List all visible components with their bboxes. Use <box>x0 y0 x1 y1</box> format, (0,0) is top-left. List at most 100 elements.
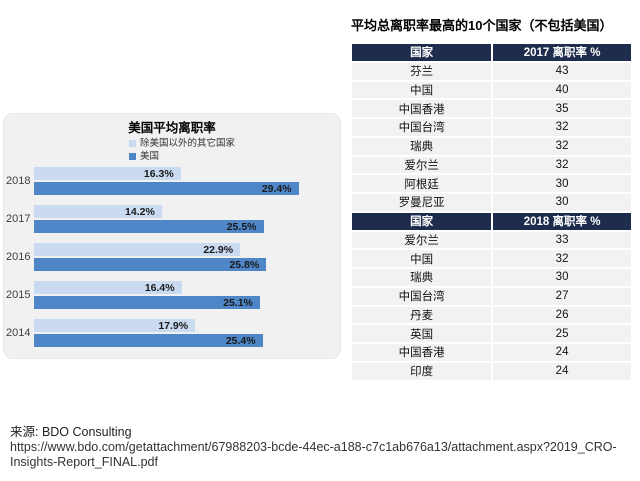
country-cell: 中国台湾 <box>352 119 494 136</box>
chart-year-group: 2016 22.9% 25.8% <box>6 243 340 271</box>
chart-legend: 除美国以外的其它国家 美国 <box>129 137 340 163</box>
rate-cell: 32 <box>555 121 569 134</box>
year-axis-label: 2017 <box>6 213 31 225</box>
country-cell: 中国 <box>352 250 494 267</box>
country-cell: 英国 <box>352 325 494 342</box>
rate-cell: 32 <box>555 158 569 171</box>
rate-cell: 43 <box>555 65 569 78</box>
chart-plot: 2018 16.3% 29.4% 2017 14.2% 25.5% 2016 2… <box>6 167 340 347</box>
rate-cell: 26 <box>555 308 569 321</box>
country-cell: 瑞典 <box>352 269 494 286</box>
country-cell: 爱尔兰 <box>352 231 494 249</box>
bar-value-label: 25.8% <box>229 258 260 271</box>
us-bar: 25.5% <box>34 220 264 233</box>
bar-value-label: 25.5% <box>226 220 257 233</box>
year-axis-label: 2015 <box>6 289 31 301</box>
bar-value-label: 29.4% <box>261 182 292 195</box>
table-row: 芬兰 43 <box>352 62 631 82</box>
us-bar: 25.8% <box>34 258 267 271</box>
other-countries-bar: 16.4% <box>34 281 182 294</box>
table-row: 印度 24 <box>352 362 631 382</box>
rate-header-cell: 2017 离职率 % <box>523 47 601 60</box>
rate-cell: 33 <box>555 233 569 246</box>
source-block: 来源: BDO Consulting https://www.bdo.com/g… <box>10 425 617 470</box>
rate-cell: 24 <box>555 346 569 359</box>
bar-value-label: 14.2% <box>125 205 155 218</box>
source-url-line-2: Insights-Report_FINAL.pdf <box>10 455 158 469</box>
bar-value-label: 25.1% <box>223 296 253 309</box>
rate-cell: 25 <box>555 327 569 340</box>
other-countries-bar: 17.9% <box>34 319 196 332</box>
rate-cell: 30 <box>555 177 569 190</box>
table-row: 中国 40 <box>352 81 631 101</box>
chart-year-group: 2017 14.2% 25.5% <box>6 205 340 233</box>
bar-value-label: 16.3% <box>143 167 174 180</box>
rate-cell: 24 <box>555 365 569 378</box>
legend-item: 除美国以外的其它国家 <box>129 137 340 150</box>
legend-swatch-icon <box>129 153 136 160</box>
table-row: 阿根廷 30 <box>352 175 631 194</box>
legend-label: 美国 <box>140 151 160 162</box>
country-cell: 罗曼尼亚 <box>352 194 494 211</box>
bar-value-label: 16.4% <box>144 281 175 294</box>
table-row: 中国 32 <box>352 250 631 269</box>
rate-cell: 32 <box>555 252 569 265</box>
country-cell: 芬兰 <box>352 62 494 80</box>
legend-swatch-icon <box>129 140 136 147</box>
other-countries-bar: 16.3% <box>34 167 181 180</box>
year-axis-label: 2016 <box>6 251 31 263</box>
country-header-cell: 国家 <box>352 44 494 61</box>
table-header-row: 国家 2018 离职率 % <box>352 212 631 232</box>
table-row: 瑞典 30 <box>352 269 631 288</box>
other-countries-bar: 22.9% <box>34 243 241 256</box>
us-bar: 29.4% <box>34 182 299 195</box>
table-row: 中国台湾 32 <box>352 119 631 138</box>
source-url-line-1: https://www.bdo.com/getattachment/679882… <box>10 440 617 454</box>
country-cell: 丹麦 <box>352 306 494 324</box>
table-row: 爱尔兰 32 <box>352 156 631 176</box>
rate-cell: 35 <box>555 102 569 115</box>
source-label: 来源: BDO Consulting <box>10 425 132 439</box>
table-row: 爱尔兰 33 <box>352 231 631 251</box>
country-cell: 瑞典 <box>352 137 494 155</box>
bar-value-label: 22.9% <box>203 243 234 256</box>
country-cell: 中国香港 <box>352 344 494 361</box>
rate-cell: 30 <box>555 271 569 284</box>
chart-year-group: 2014 17.9% 25.4% <box>6 319 340 347</box>
table-row: 中国香港 35 <box>352 100 631 119</box>
us-bar: 25.4% <box>34 334 263 347</box>
table-row: 中国香港 24 <box>352 344 631 363</box>
year-axis-label: 2018 <box>6 175 31 187</box>
table-row: 丹麦 26 <box>352 306 631 326</box>
table-row: 罗曼尼亚 30 <box>352 194 631 213</box>
country-cell: 印度 <box>352 362 494 380</box>
rate-header-cell: 2018 离职率 % <box>523 216 601 229</box>
country-cell: 阿根廷 <box>352 175 494 192</box>
other-countries-bar: 14.2% <box>34 205 162 218</box>
country-cell: 爱尔兰 <box>352 156 494 174</box>
year-axis-label: 2014 <box>6 327 31 339</box>
rate-cell: 32 <box>555 140 569 153</box>
bar-value-label: 25.4% <box>225 334 256 347</box>
table-header-row: 国家 2017 离职率 % <box>352 44 631 63</box>
chart-year-group: 2018 16.3% 29.4% <box>6 167 340 195</box>
us-turnover-chart-panel: 美国平均离职率 除美国以外的其它国家 美国 2018 16.3% 29.4% 2… <box>3 113 341 359</box>
us-bar: 25.1% <box>34 296 260 309</box>
country-header-cell: 国家 <box>352 212 494 230</box>
country-cell: 中国 <box>352 81 494 99</box>
legend-label: 除美国以外的其它国家 <box>140 138 236 149</box>
turnover-rate-table: 国家 2017 离职率 % 芬兰 43 中国 40 中国香港 35 中国台湾 3… <box>352 44 631 382</box>
chart-title: 美国平均离职率 <box>128 121 216 135</box>
table-row: 中国台湾 27 <box>352 287 631 307</box>
rate-cell: 40 <box>555 83 569 96</box>
table-row: 英国 25 <box>352 325 631 344</box>
rate-cell: 30 <box>555 196 569 209</box>
rate-cell: 27 <box>555 290 569 303</box>
table-row: 瑞典 32 <box>352 137 631 157</box>
chart-year-group: 2015 16.4% 25.1% <box>6 281 340 309</box>
legend-item: 美国 <box>129 150 340 163</box>
bar-value-label: 17.9% <box>158 319 189 332</box>
country-cell: 中国香港 <box>352 100 494 117</box>
table-title: 平均总离职率最高的10个国家（不包括美国） <box>351 18 613 33</box>
country-cell: 中国台湾 <box>352 287 494 305</box>
